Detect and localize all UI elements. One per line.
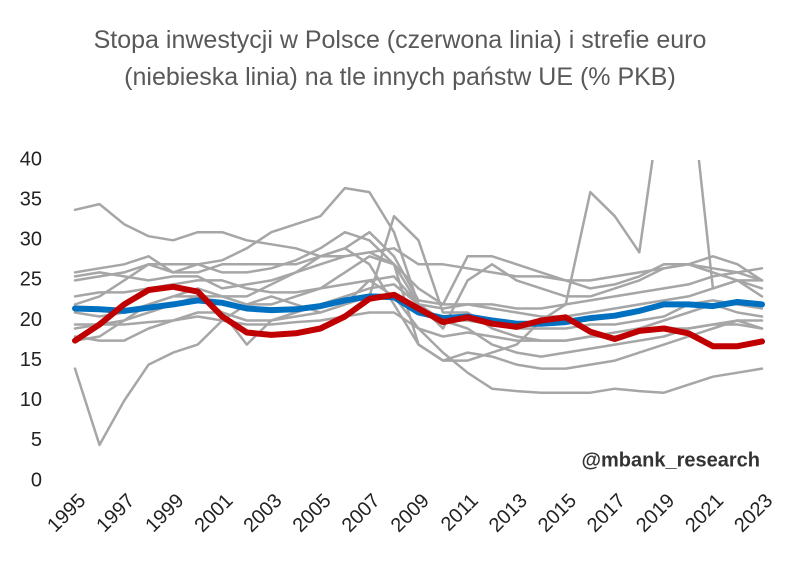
x-tick-label: 1997	[92, 490, 139, 537]
x-tick-label: 1999	[141, 490, 188, 537]
y-tick-label: 20	[20, 309, 42, 331]
x-tick-label: 2011	[437, 490, 483, 536]
x-tick-label: 2017	[583, 490, 630, 537]
plot-area	[72, 160, 765, 447]
x-tick-label: 2001	[190, 490, 237, 537]
series-line	[73, 251, 764, 318]
y-tick-label: 25	[20, 269, 42, 291]
x-tick-label: 2021	[681, 490, 728, 537]
x-tick-label: 1995	[43, 490, 90, 537]
y-tick-label: 5	[31, 429, 42, 451]
x-tick-label: 2023	[730, 490, 777, 537]
y-tick-label: 30	[20, 229, 42, 251]
x-tick-label: 2015	[534, 490, 581, 537]
series-line	[73, 283, 764, 346]
x-tick-label: 2019	[632, 490, 679, 537]
y-tick-label: 15	[20, 349, 42, 371]
y-tick-label: 10	[20, 389, 42, 411]
y-tick-label: 35	[20, 188, 42, 210]
x-tick-label: 2003	[240, 490, 287, 537]
y-tick-label: 40	[20, 148, 42, 170]
x-tick-label: 2009	[387, 490, 434, 537]
x-tick-label: 2005	[289, 490, 336, 537]
y-tick-label: 0	[31, 469, 42, 491]
x-tick-label: 2007	[338, 490, 385, 537]
series-line	[72, 283, 765, 350]
annotation: @mbank_research	[582, 449, 761, 471]
chart-title: Stopa inwestycji w Polsce (czerwona lini…	[93, 26, 707, 91]
x-tick-label: 2013	[485, 490, 532, 537]
series-line	[73, 214, 764, 342]
series-line	[72, 293, 765, 327]
series-line	[73, 230, 764, 306]
